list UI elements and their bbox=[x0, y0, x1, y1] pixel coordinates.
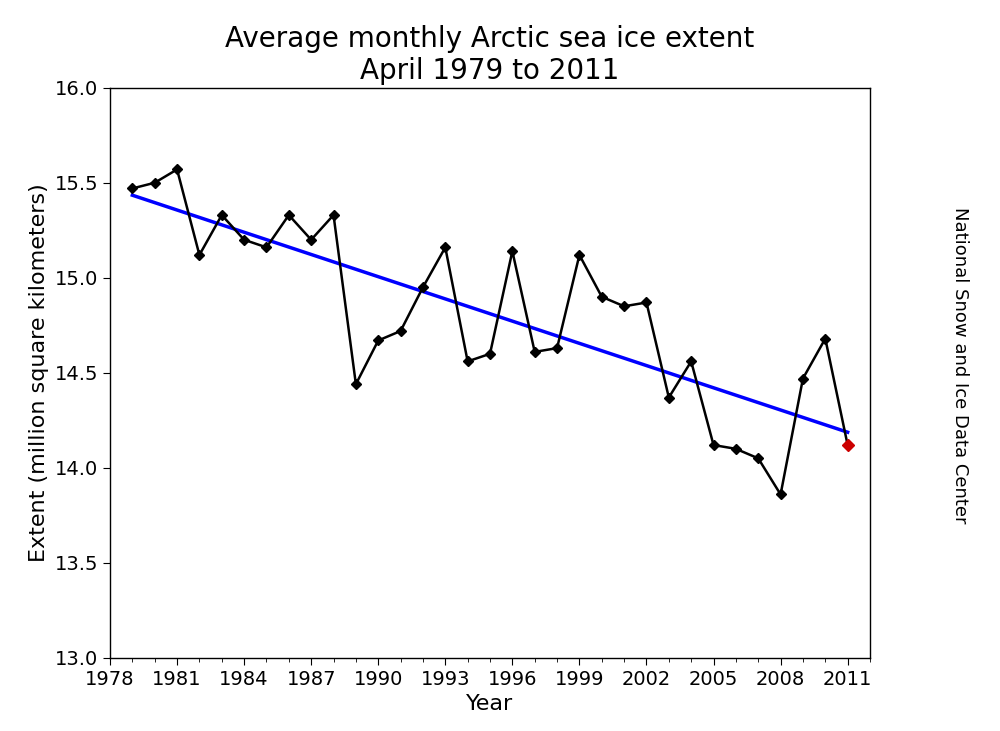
Title: Average monthly Arctic sea ice extent
April 1979 to 2011: Average monthly Arctic sea ice extent Ap… bbox=[225, 25, 755, 86]
Text: National Snow and Ice Data Center: National Snow and Ice Data Center bbox=[951, 208, 969, 523]
X-axis label: Year: Year bbox=[466, 694, 514, 714]
Y-axis label: Extent (million square kilometers): Extent (million square kilometers) bbox=[29, 183, 49, 562]
